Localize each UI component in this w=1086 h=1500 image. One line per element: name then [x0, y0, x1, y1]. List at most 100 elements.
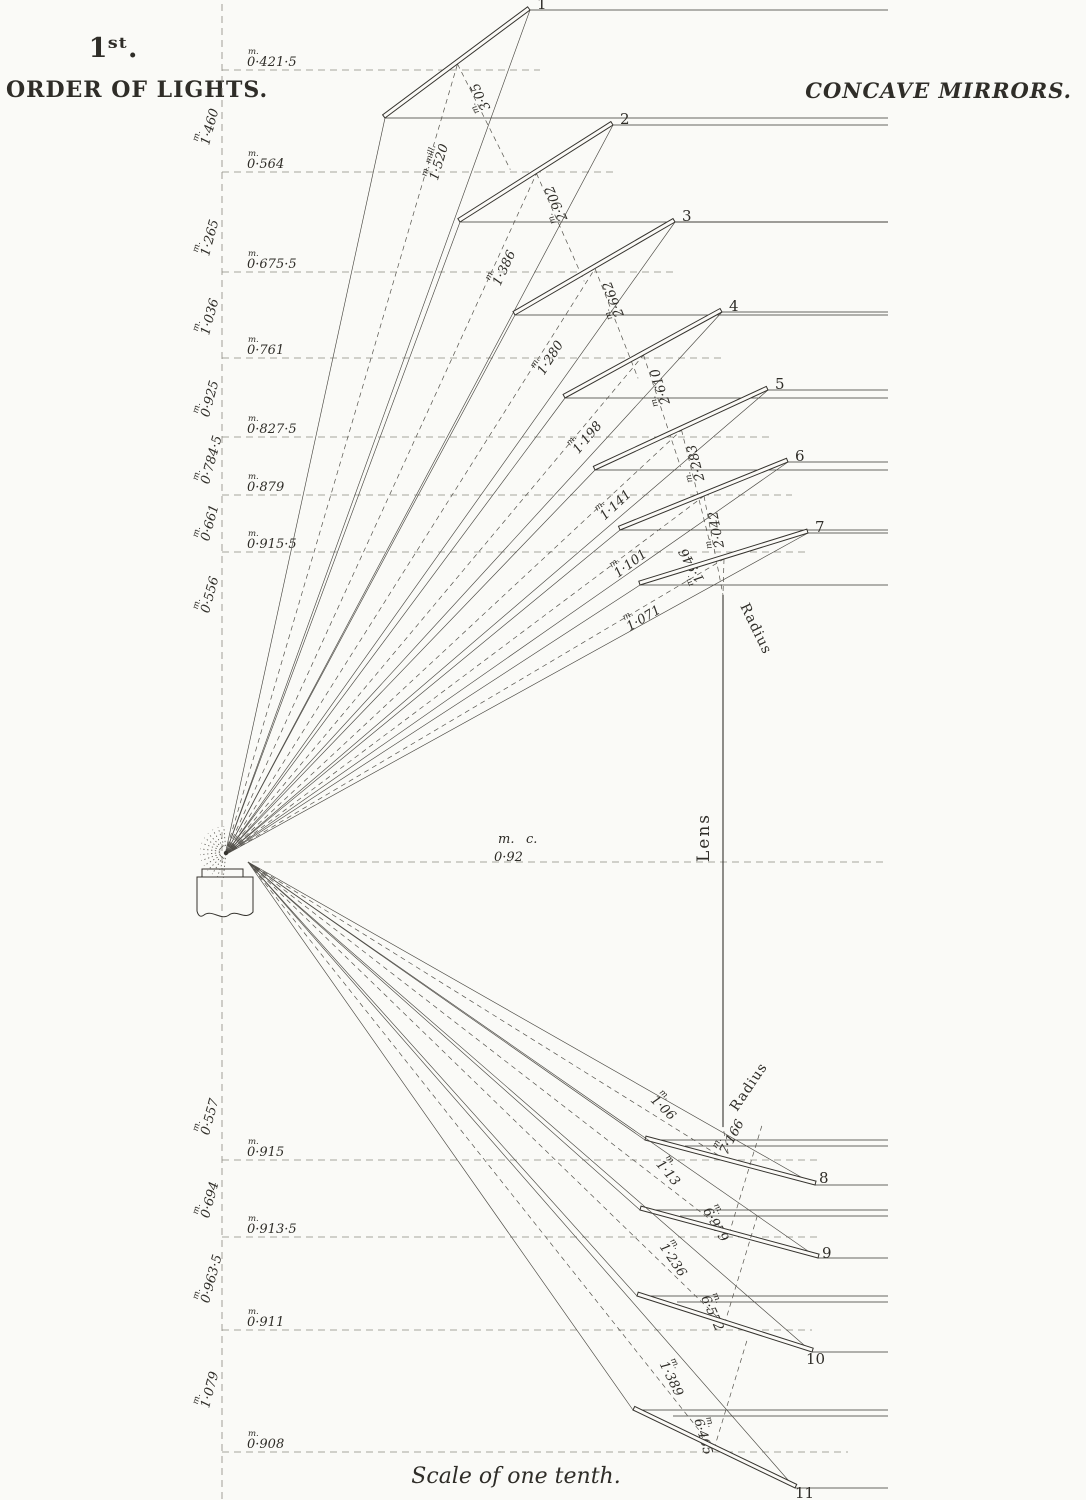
flame-glow-ray — [200, 848, 221, 852]
flame-glow-ray — [217, 857, 225, 877]
mirror-11-distance-label: m.1·389 — [656, 1355, 693, 1399]
mirror-1-bar — [381, 6, 531, 119]
focal-distance-line-11 — [247, 861, 715, 1450]
lamp-cap — [201, 868, 244, 877]
mirror-3-distance-label: m.1·280 — [528, 334, 567, 378]
mirror-1-distance-label: m. mill.1·520 — [419, 140, 452, 182]
center-distance-prefix-c: c. — [526, 832, 537, 847]
upper-measure-label-6: m. 0·879 — [247, 472, 284, 495]
ray-flame-mirror-2-a — [224, 221, 461, 856]
radius-line-3 — [594, 268, 639, 379]
focal-distance-line-6 — [224, 495, 705, 856]
mirror-4-radius-label: m.2·610 — [640, 367, 674, 411]
mirror-11-bar — [632, 1405, 798, 1489]
flame-glow-ray — [223, 826, 226, 847]
ray-flame-mirror-6-a — [224, 529, 621, 856]
ray-flame-mirror-8-b — [247, 861, 816, 1186]
upper-interval-label-7: m.0·556 — [191, 573, 223, 615]
lamp-body — [196, 876, 254, 918]
mirror-10-number: 10 — [806, 1350, 825, 1368]
mirror-2-radius-label: m.2·902 — [535, 183, 571, 227]
radius-line-7 — [722, 558, 725, 596]
center-distance-value: 0·92 — [494, 850, 523, 865]
order-title: ORDER OF LIGHTS. — [6, 77, 268, 103]
mirror-7-bar — [638, 528, 809, 586]
lower-interval-label-3: m.0·963·5 — [191, 1251, 226, 1305]
ray-flame-mirror-10-a — [247, 861, 638, 1297]
mirror-4-distance-label: m.1·198 — [564, 414, 606, 457]
mirror-1-number: 1 — [537, 0, 547, 13]
flame-glow-ray — [201, 853, 221, 861]
radius-line-2 — [536, 173, 585, 282]
radius-label-upper: Radius — [736, 601, 774, 657]
radius-line-1 — [457, 63, 511, 170]
ray-flame-mirror-6-b — [224, 461, 789, 856]
lower-interval-label-4: m.1·079 — [191, 1368, 223, 1410]
focal-distance-line-10 — [247, 861, 725, 1325]
ray-flame-mirror-9-b — [247, 861, 819, 1259]
radius-line-4 — [643, 354, 681, 468]
upper-measure-label-2: m. 0·564 — [247, 149, 284, 172]
mirror-5-bar — [592, 385, 769, 471]
upper-interval-label-3: m.1·036 — [191, 295, 223, 337]
mirror-8-bar — [644, 1135, 817, 1186]
mirror-6-bar — [617, 457, 789, 531]
ray-flame-mirror-4-a — [224, 397, 566, 856]
lens-label: Lens — [694, 813, 714, 862]
lower-measure-label-3: m. 0·911 — [247, 1307, 284, 1330]
mirror-3-bar — [512, 217, 676, 316]
center-distance-prefix-m: m. — [498, 832, 514, 847]
mirror-4-bar — [562, 307, 723, 399]
mirror-7-distance-label: m.1·071 — [620, 596, 664, 635]
mirror-8-radius-label: m.7·166 — [710, 1114, 748, 1158]
ray-flame-mirror-11-a — [247, 861, 634, 1411]
scale-caption: Scale of one tenth. — [411, 1464, 620, 1489]
radius-line-5 — [681, 429, 711, 545]
ray-flame-mirror-3-a — [224, 314, 516, 856]
mirror-9-bar — [639, 1205, 820, 1259]
ray-flame-mirror-7-b — [224, 532, 809, 856]
radius-line-8 — [722, 1126, 731, 1163]
mirror-3-radius-label: m.2·662 — [593, 279, 628, 323]
flame-glow-ray — [222, 857, 226, 878]
flame-glow-ray — [211, 856, 224, 875]
radius-line-10 — [724, 1211, 759, 1325]
upper-measure-label-5: m. 0·827·5 — [247, 414, 297, 437]
mirror-3-number: 3 — [682, 207, 692, 225]
ray-flame-mirror-1-a — [224, 117, 386, 856]
order-title-superscript: 1ˢᵗ. — [89, 33, 138, 64]
flame-glow-ray — [212, 829, 224, 848]
flame-glow-ray — [207, 855, 223, 871]
upper-interval-label-1: m.1·460 — [191, 105, 223, 147]
mirror-1-radius-label: m.3·05 — [461, 80, 495, 116]
mirror-9-distance-label: m.1·13 — [653, 1152, 689, 1189]
focal-distance-line-8 — [247, 861, 731, 1163]
flame-glow-ray — [207, 833, 223, 848]
focal-distance-line-5 — [224, 429, 682, 856]
ray-flame-mirror-4-b — [224, 311, 723, 856]
focal-distance-line-2 — [224, 173, 537, 856]
mirror-9-number: 9 — [822, 1244, 832, 1262]
ray-flame-mirror-7-a — [224, 584, 641, 856]
concave-mirrors-title: CONCAVE MIRRORS. — [805, 78, 1072, 103]
mirror-2-distance-label: m.1·386 — [483, 245, 519, 288]
mirror-6-number: 6 — [795, 447, 805, 465]
mirror-11-number: 11 — [795, 1484, 814, 1500]
ray-flame-mirror-11-b — [247, 861, 796, 1489]
ray-flame-mirror-1-b — [224, 9, 531, 856]
mirror-2-number: 2 — [620, 110, 630, 128]
upper-measure-label-1: m. 0·421·5 — [247, 47, 297, 70]
lower-measure-label-4: m. 0·908 — [247, 1429, 284, 1452]
flame-glow-ray — [203, 837, 222, 850]
mirror-10-distance-label: m.1·236 — [656, 1236, 696, 1280]
mirror-10-bar — [636, 1291, 814, 1353]
flame-point — [223, 850, 229, 856]
mirror-8-number: 8 — [819, 1169, 829, 1187]
mirror-6-radius-label: m.2·042 — [698, 510, 728, 552]
radius-label-lower: Radius — [727, 1060, 771, 1114]
focal-distance-line-1 — [224, 63, 458, 856]
focal-distance-line-7 — [224, 558, 725, 856]
diagram-lines: m. 0·421·5 m. 0·564 m. 0·675·5 m. 0·761 m. 0·827·… — [191, 0, 888, 1500]
